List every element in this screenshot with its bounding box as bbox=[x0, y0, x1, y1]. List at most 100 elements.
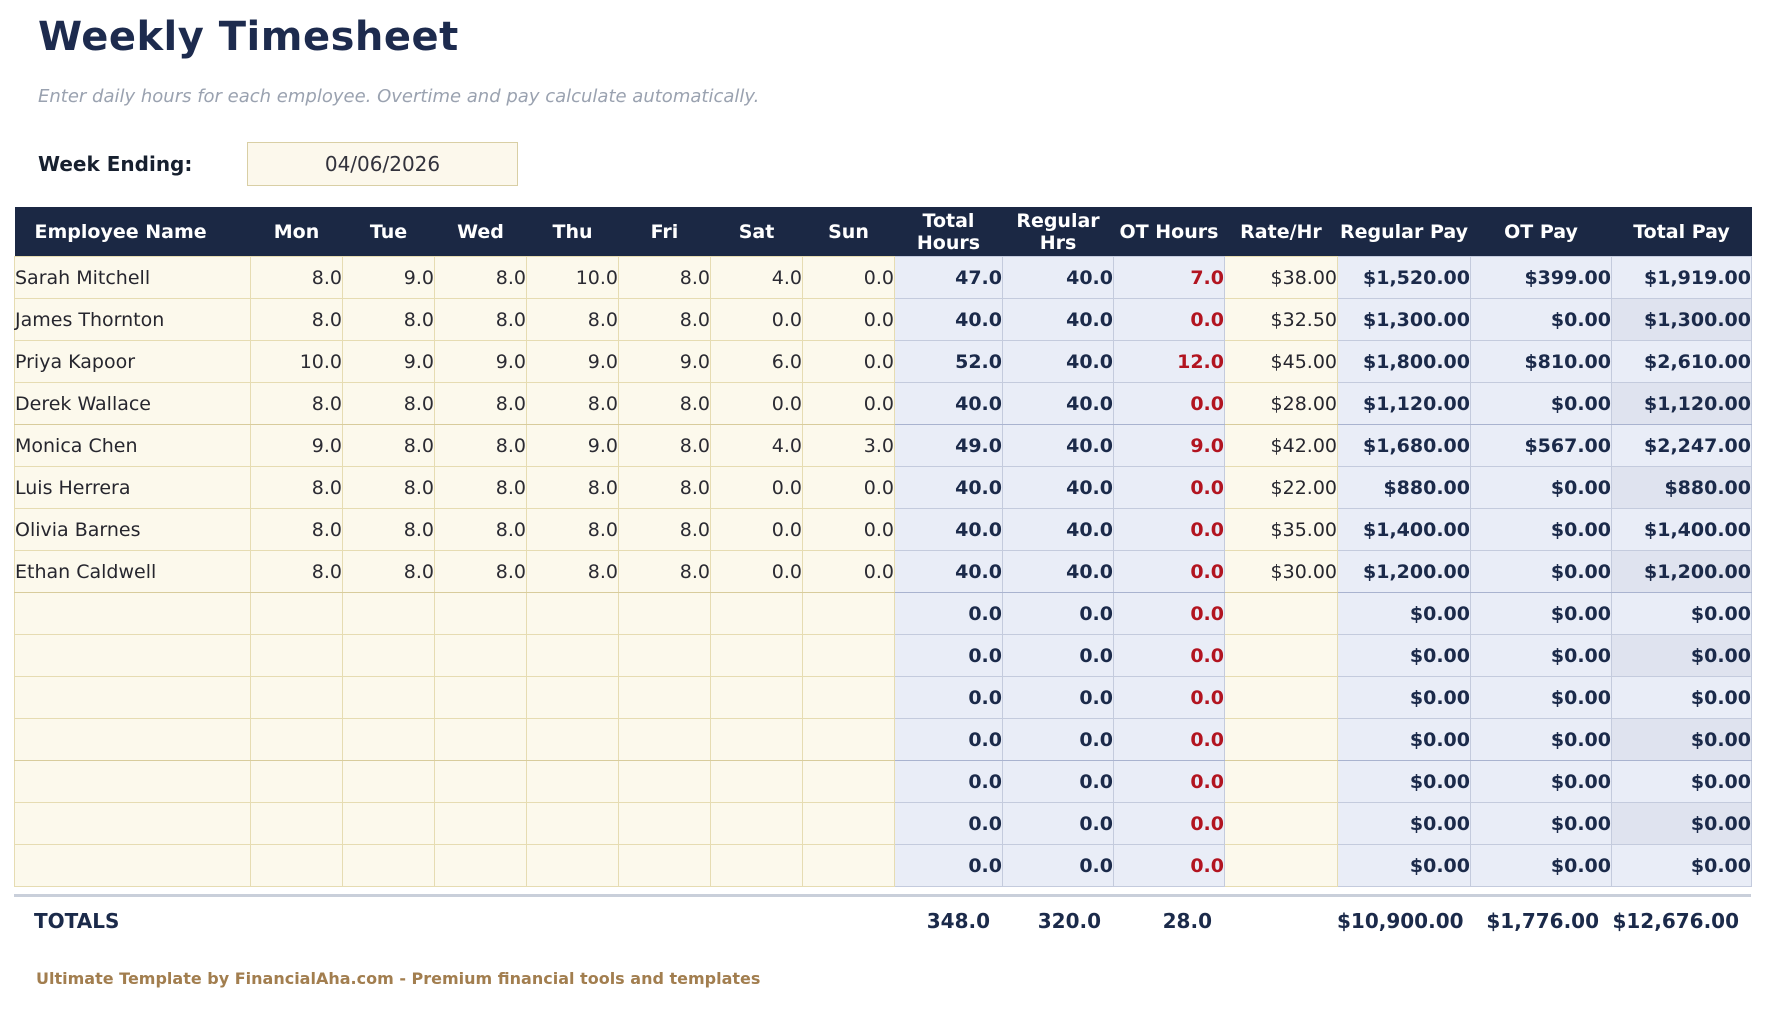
day-hours-cell[interactable]: 8.0 bbox=[342, 424, 435, 467]
day-hours-cell[interactable]: 8.0 bbox=[526, 508, 619, 551]
day-hours-cell[interactable]: 8.0 bbox=[526, 550, 619, 593]
day-hours-cell[interactable] bbox=[526, 634, 619, 677]
rate-cell[interactable]: $32.50 bbox=[1224, 298, 1338, 341]
day-hours-cell[interactable]: 10.0 bbox=[250, 340, 343, 383]
day-hours-cell[interactable]: 0.0 bbox=[802, 340, 895, 383]
rate-cell[interactable] bbox=[1224, 592, 1338, 635]
employee-name-cell[interactable] bbox=[14, 676, 251, 719]
day-hours-cell[interactable]: 8.0 bbox=[250, 256, 343, 299]
day-hours-cell[interactable] bbox=[802, 844, 895, 887]
employee-name-cell[interactable]: Ethan Caldwell bbox=[14, 550, 251, 593]
day-hours-cell[interactable]: 8.0 bbox=[434, 550, 527, 593]
day-hours-cell[interactable] bbox=[710, 676, 803, 719]
day-hours-cell[interactable] bbox=[434, 802, 527, 845]
rate-cell[interactable]: $45.00 bbox=[1224, 340, 1338, 383]
day-hours-cell[interactable]: 8.0 bbox=[434, 298, 527, 341]
rate-cell[interactable] bbox=[1224, 802, 1338, 845]
day-hours-cell[interactable]: 8.0 bbox=[526, 382, 619, 425]
rate-cell[interactable]: $28.00 bbox=[1224, 382, 1338, 425]
day-hours-cell[interactable] bbox=[250, 802, 343, 845]
day-hours-cell[interactable]: 8.0 bbox=[618, 466, 711, 509]
day-hours-cell[interactable]: 0.0 bbox=[802, 508, 895, 551]
day-hours-cell[interactable] bbox=[802, 634, 895, 677]
day-hours-cell[interactable] bbox=[710, 718, 803, 761]
employee-name-cell[interactable]: Derek Wallace bbox=[14, 382, 251, 425]
day-hours-cell[interactable] bbox=[434, 592, 527, 635]
day-hours-cell[interactable]: 8.0 bbox=[618, 550, 711, 593]
day-hours-cell[interactable] bbox=[342, 760, 435, 803]
employee-name-cell[interactable]: Olivia Barnes bbox=[14, 508, 251, 551]
day-hours-cell[interactable] bbox=[710, 592, 803, 635]
day-hours-cell[interactable]: 8.0 bbox=[250, 382, 343, 425]
day-hours-cell[interactable]: 9.0 bbox=[250, 424, 343, 467]
day-hours-cell[interactable] bbox=[618, 760, 711, 803]
day-hours-cell[interactable]: 9.0 bbox=[618, 340, 711, 383]
day-hours-cell[interactable]: 8.0 bbox=[618, 508, 711, 551]
rate-cell[interactable] bbox=[1224, 760, 1338, 803]
day-hours-cell[interactable]: 0.0 bbox=[802, 466, 895, 509]
day-hours-cell[interactable]: 8.0 bbox=[434, 466, 527, 509]
day-hours-cell[interactable]: 0.0 bbox=[710, 508, 803, 551]
day-hours-cell[interactable] bbox=[802, 718, 895, 761]
day-hours-cell[interactable] bbox=[526, 676, 619, 719]
rate-cell[interactable] bbox=[1224, 718, 1338, 761]
day-hours-cell[interactable]: 8.0 bbox=[618, 424, 711, 467]
day-hours-cell[interactable] bbox=[526, 802, 619, 845]
day-hours-cell[interactable] bbox=[342, 592, 435, 635]
employee-name-cell[interactable] bbox=[14, 718, 251, 761]
day-hours-cell[interactable]: 9.0 bbox=[342, 340, 435, 383]
day-hours-cell[interactable] bbox=[526, 718, 619, 761]
day-hours-cell[interactable]: 9.0 bbox=[434, 340, 527, 383]
day-hours-cell[interactable] bbox=[618, 844, 711, 887]
day-hours-cell[interactable]: 8.0 bbox=[618, 256, 711, 299]
day-hours-cell[interactable] bbox=[250, 844, 343, 887]
day-hours-cell[interactable] bbox=[802, 676, 895, 719]
day-hours-cell[interactable]: 0.0 bbox=[802, 298, 895, 341]
day-hours-cell[interactable] bbox=[802, 592, 895, 635]
employee-name-cell[interactable] bbox=[14, 592, 251, 635]
week-ending-input[interactable] bbox=[247, 142, 518, 186]
day-hours-cell[interactable] bbox=[342, 634, 435, 677]
day-hours-cell[interactable] bbox=[526, 760, 619, 803]
employee-name-cell[interactable]: Monica Chen bbox=[14, 424, 251, 467]
day-hours-cell[interactable]: 3.0 bbox=[802, 424, 895, 467]
rate-cell[interactable]: $30.00 bbox=[1224, 550, 1338, 593]
day-hours-cell[interactable]: 6.0 bbox=[710, 340, 803, 383]
day-hours-cell[interactable] bbox=[710, 844, 803, 887]
day-hours-cell[interactable]: 9.0 bbox=[526, 424, 619, 467]
day-hours-cell[interactable]: 0.0 bbox=[710, 298, 803, 341]
day-hours-cell[interactable] bbox=[342, 802, 435, 845]
day-hours-cell[interactable]: 8.0 bbox=[618, 382, 711, 425]
day-hours-cell[interactable]: 0.0 bbox=[802, 550, 895, 593]
day-hours-cell[interactable]: 4.0 bbox=[710, 256, 803, 299]
rate-cell[interactable]: $35.00 bbox=[1224, 508, 1338, 551]
day-hours-cell[interactable]: 8.0 bbox=[342, 382, 435, 425]
rate-cell[interactable] bbox=[1224, 676, 1338, 719]
rate-cell[interactable]: $38.00 bbox=[1224, 256, 1338, 299]
day-hours-cell[interactable] bbox=[434, 760, 527, 803]
day-hours-cell[interactable]: 8.0 bbox=[434, 424, 527, 467]
day-hours-cell[interactable]: 8.0 bbox=[434, 256, 527, 299]
day-hours-cell[interactable]: 4.0 bbox=[710, 424, 803, 467]
day-hours-cell[interactable]: 8.0 bbox=[250, 466, 343, 509]
day-hours-cell[interactable] bbox=[342, 718, 435, 761]
day-hours-cell[interactable] bbox=[250, 634, 343, 677]
day-hours-cell[interactable] bbox=[250, 760, 343, 803]
employee-name-cell[interactable]: Sarah Mitchell bbox=[14, 256, 251, 299]
day-hours-cell[interactable]: 8.0 bbox=[526, 298, 619, 341]
day-hours-cell[interactable] bbox=[618, 676, 711, 719]
day-hours-cell[interactable]: 8.0 bbox=[250, 298, 343, 341]
day-hours-cell[interactable]: 8.0 bbox=[342, 466, 435, 509]
employee-name-cell[interactable]: Priya Kapoor bbox=[14, 340, 251, 383]
day-hours-cell[interactable] bbox=[250, 718, 343, 761]
employee-name-cell[interactable]: Luis Herrera bbox=[14, 466, 251, 509]
day-hours-cell[interactable] bbox=[434, 844, 527, 887]
day-hours-cell[interactable] bbox=[618, 592, 711, 635]
day-hours-cell[interactable]: 8.0 bbox=[434, 382, 527, 425]
day-hours-cell[interactable]: 9.0 bbox=[342, 256, 435, 299]
day-hours-cell[interactable]: 8.0 bbox=[250, 550, 343, 593]
day-hours-cell[interactable] bbox=[710, 760, 803, 803]
day-hours-cell[interactable] bbox=[710, 634, 803, 677]
day-hours-cell[interactable]: 8.0 bbox=[250, 508, 343, 551]
day-hours-cell[interactable] bbox=[710, 802, 803, 845]
